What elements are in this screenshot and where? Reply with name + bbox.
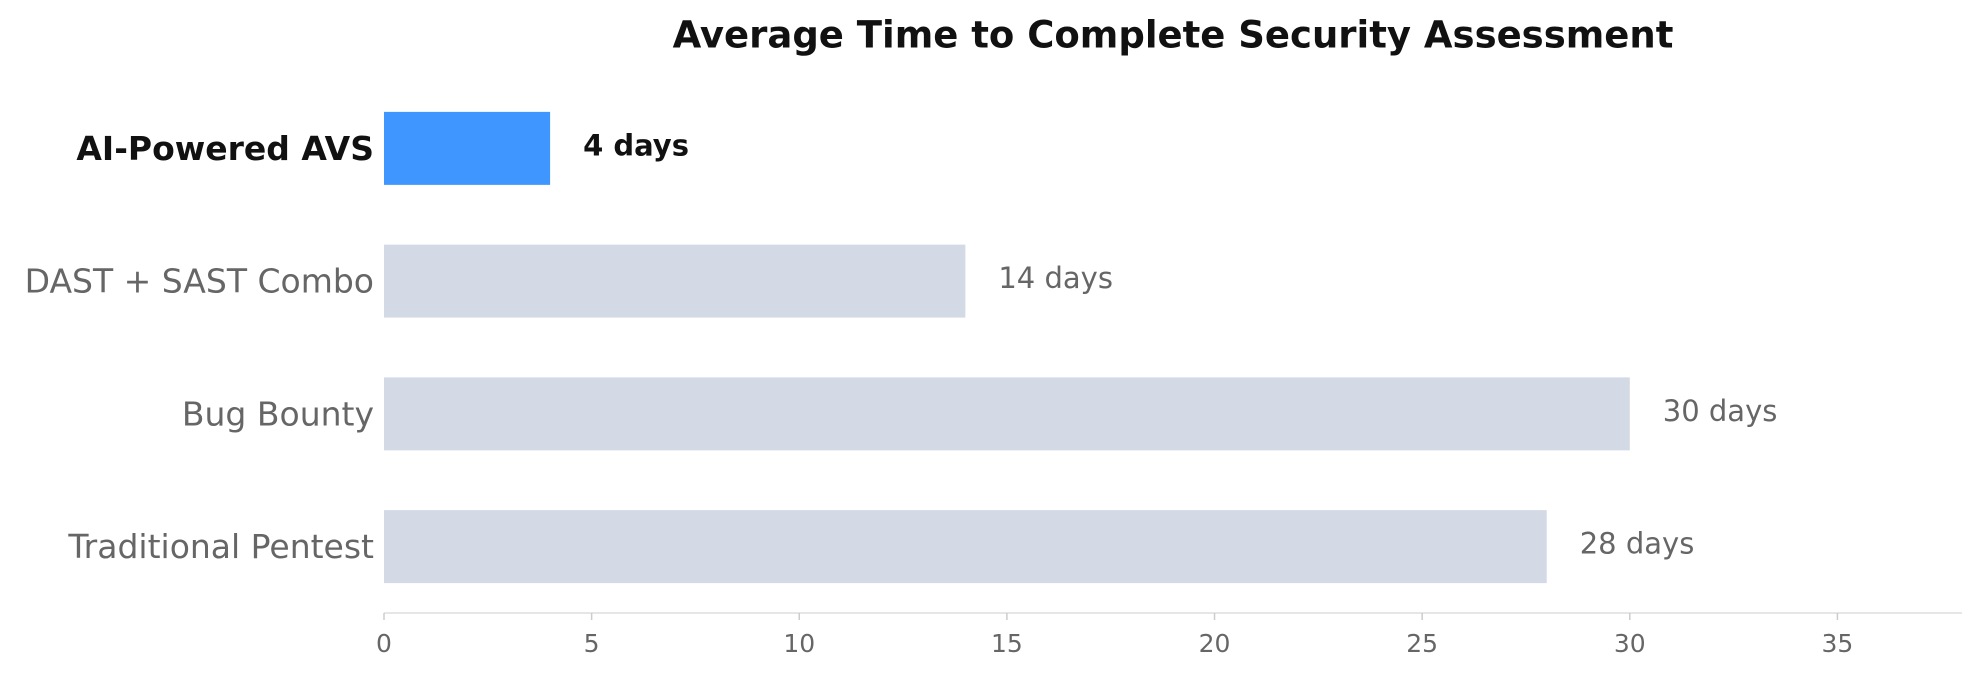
x-tick-label: 10 [783,629,815,658]
chart-title: Average Time to Complete Security Assess… [673,14,1674,57]
y-tick-label: AI-Powered AVS [76,129,374,168]
x-tick-label: 25 [1406,629,1438,658]
value-label: 14 days [998,261,1113,295]
bar [384,244,966,318]
y-tick-label: Bug Bounty [182,394,374,433]
bar [384,111,551,185]
x-tick-label: 20 [1199,629,1231,658]
x-tick-label: 35 [1822,629,1854,658]
value-label: 4 days [583,128,689,162]
x-tick-label: 5 [584,629,600,658]
value-label: 28 days [1580,527,1695,561]
bar [384,377,1630,451]
value-label: 30 days [1663,394,1778,428]
y-tick-label: Traditional Pentest [67,527,374,566]
bar [384,510,1547,584]
x-tick-label: 15 [991,629,1023,658]
x-tick-label: 30 [1614,629,1646,658]
y-tick-label: DAST + SAST Combo [25,262,374,301]
x-tick-label: 0 [376,629,392,658]
